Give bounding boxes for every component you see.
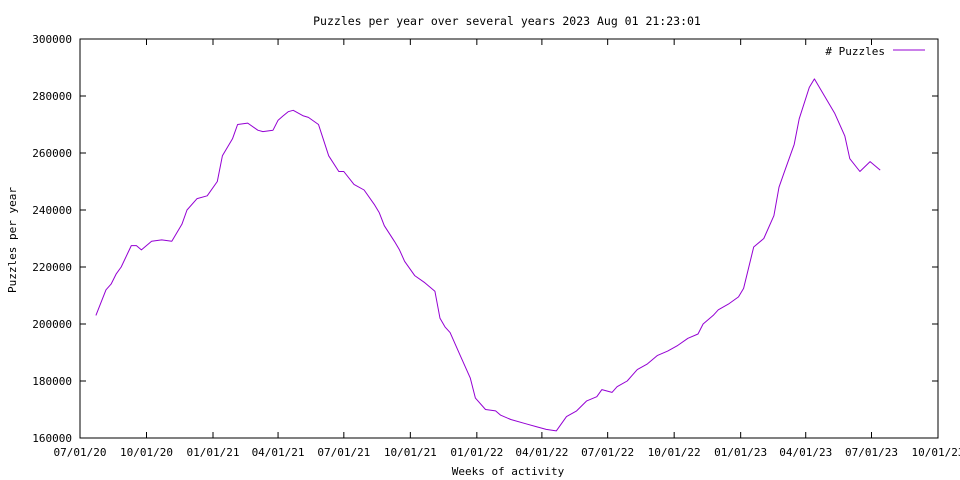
x-tick-label: 01/01/22 [450, 446, 503, 459]
y-tick-label: 160000 [32, 432, 72, 445]
y-tick-label: 200000 [32, 318, 72, 331]
x-tick-label: 10/01/21 [384, 446, 437, 459]
series-line-0 [95, 78, 881, 432]
x-tick-label: 07/01/22 [581, 446, 634, 459]
y-tick-label: 300000 [32, 33, 72, 46]
y-tick-label: 280000 [32, 90, 72, 103]
y-axis-label: Puzzles per year [6, 187, 19, 293]
series-group [95, 78, 881, 432]
plot-frame [79, 38, 939, 439]
x-tick-label: 10/01/20 [120, 446, 173, 459]
y-tick-label: 260000 [32, 147, 72, 160]
chart-title: Puzzles per year over several years 2023… [313, 14, 701, 28]
x-tick-label: 10/01/22 [648, 446, 701, 459]
plot-border [79, 38, 939, 439]
legend: # Puzzles [825, 45, 925, 58]
x-tick-label: 04/01/23 [779, 446, 832, 459]
y-tick-label: 180000 [32, 375, 72, 388]
x-axis-ticks: 07/01/20 10/01/20 01/01/21 04/01/21 07/01/21… [54, 39, 960, 459]
x-tick-label: 07/01/23 [845, 446, 898, 459]
x-tick-label: 07/01/20 [54, 446, 107, 459]
x-tick-label: 10/01/23 [912, 446, 960, 459]
x-tick-label: 04/01/21 [252, 446, 305, 459]
legend-label: # Puzzles [825, 45, 885, 58]
x-axis-label: Weeks of activity [452, 465, 565, 478]
x-tick-label: 01/01/21 [187, 446, 240, 459]
y-axis-ticks: 160000 180000 200000 220000 240000 260000 2800… [32, 33, 938, 445]
y-tick-label: 220000 [32, 261, 72, 274]
y-tick-label: 240000 [32, 204, 72, 217]
x-tick-label: 01/01/23 [714, 446, 767, 459]
x-tick-label: 04/01/22 [515, 446, 568, 459]
x-tick-label: 07/01/21 [317, 446, 370, 459]
